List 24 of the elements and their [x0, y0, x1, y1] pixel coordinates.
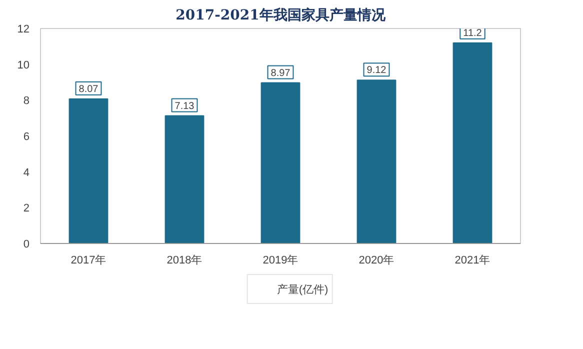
y-tick-label: 8 [23, 95, 30, 108]
y-tick-label: 2 [23, 202, 30, 215]
y-tick-label: 10 [17, 59, 30, 72]
x-tick-label: 2017年 [70, 254, 106, 266]
y-tick-label: 0 [23, 238, 30, 250]
x-tick-label: 2019年 [262, 254, 298, 266]
bar [260, 82, 300, 244]
data-label: 11.2 [463, 28, 482, 39]
text: 产量(亿件) [276, 282, 328, 296]
bar [164, 115, 204, 244]
data-label: 8.97 [270, 68, 291, 79]
x-tick-label: 2020年 [358, 254, 394, 266]
data-label: 7.13 [174, 100, 195, 112]
bar [356, 80, 396, 244]
bar [452, 42, 492, 244]
y-tick-label: 6 [23, 131, 30, 143]
x-tick-label: 2018年 [166, 254, 202, 266]
y-tick-label: 12 [17, 24, 30, 36]
bar [68, 98, 108, 244]
data-label: 9.12 [366, 65, 387, 76]
chart-title: 2017-2021年我国家具产量情况 [176, 6, 386, 24]
data-label: 8.07 [78, 84, 99, 95]
x-tick-label: 2021年 [454, 254, 490, 266]
y-tick-label: 4 [23, 166, 30, 179]
